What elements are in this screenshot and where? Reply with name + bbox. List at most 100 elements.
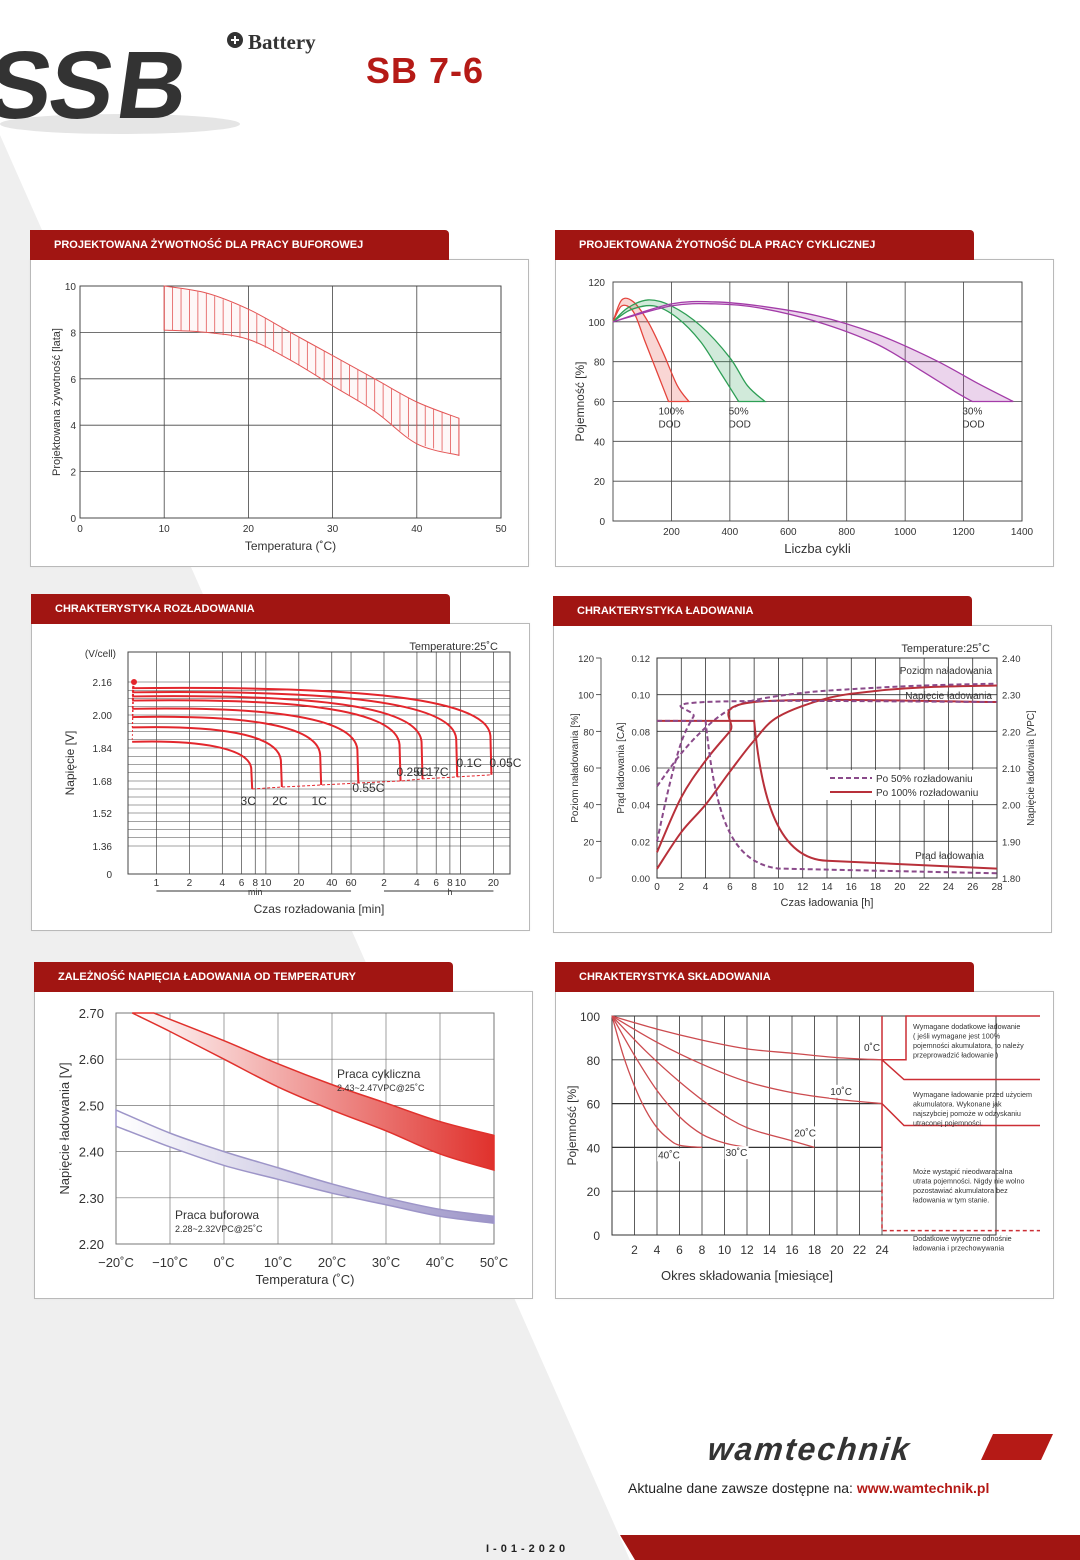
brand-suffix: Battery bbox=[248, 30, 316, 54]
x-tick-label: 20 bbox=[293, 878, 305, 889]
y-axis-label-charge: Poziom naładowania [%] bbox=[570, 713, 581, 823]
storage-note-line: Może wystąpić nieodwaracalna bbox=[913, 1167, 1012, 1176]
x-tick-label: 14 bbox=[763, 1243, 777, 1257]
x-tick-label: −10˚C bbox=[152, 1255, 188, 1270]
discharge-rate-label: 0.55C bbox=[352, 781, 384, 795]
x-tick-label: 18 bbox=[870, 882, 882, 893]
x-tick-label: 400 bbox=[722, 527, 739, 538]
storage-note-line: utraconej pojemności. bbox=[913, 1119, 983, 1128]
y-voltage-tick: 2.00 bbox=[1002, 801, 1021, 812]
y-axis-label: Pojemność [%] bbox=[573, 361, 587, 441]
series-label: 10˚C bbox=[830, 1086, 852, 1098]
footer-info-text: Aktualne dane zawsze dostępne na: bbox=[628, 1480, 853, 1496]
y-tick-label: 60 bbox=[587, 1098, 601, 1112]
x-tick-label: 2 bbox=[187, 878, 193, 889]
y-voltage-tick: 1.90 bbox=[1002, 837, 1021, 848]
x-tick-label: 2 bbox=[631, 1243, 638, 1257]
y-unit-label: (V/cell) bbox=[85, 649, 116, 660]
x-tick-label: −20˚C bbox=[98, 1255, 134, 1270]
y-tick-label: 20 bbox=[587, 1185, 601, 1199]
y-tick-label: 1.36 bbox=[93, 842, 113, 853]
x-tick-label: 4 bbox=[414, 878, 420, 889]
series-label: 50% bbox=[729, 407, 749, 418]
x-tick-label: 10 bbox=[260, 878, 272, 889]
x-tick-label: 6 bbox=[727, 882, 733, 893]
cycle-band-2 bbox=[612, 300, 1014, 403]
discharge-title: CHRAKTERYSTYKA ROZŁADOWANIA bbox=[31, 594, 450, 624]
y-tick-label: 2.40 bbox=[79, 1145, 104, 1160]
series-label: 100% bbox=[659, 407, 685, 418]
wamtechnik-logo: wamtechnik bbox=[708, 1431, 1053, 1466]
y-tick-label: 8 bbox=[70, 328, 76, 339]
y-charge-tick: 100 bbox=[578, 691, 594, 702]
x-tick-label: 28 bbox=[991, 882, 1003, 893]
x-tick-label: 20 bbox=[894, 882, 906, 893]
x-tick-label: 1200 bbox=[952, 527, 975, 538]
float-life-band bbox=[163, 285, 460, 457]
y-tick-label: 0 bbox=[593, 1229, 600, 1243]
y-tick-label: 2.00 bbox=[93, 711, 113, 722]
storage-curve-0 bbox=[611, 1015, 883, 1061]
y-tick-label: 40 bbox=[587, 1141, 601, 1155]
discharge-rate-label: 1C bbox=[311, 794, 327, 808]
plot-frame bbox=[79, 285, 502, 519]
zone-line-3 bbox=[881, 1103, 1040, 1127]
zone-line-2 bbox=[881, 1059, 1040, 1081]
x-axis-label: Czas ładowania [h] bbox=[781, 897, 874, 909]
storage-note-line: ładowania i przechowywania bbox=[913, 1244, 1004, 1253]
plot-frame bbox=[127, 651, 511, 875]
y-charge-tick: 60 bbox=[583, 764, 594, 775]
start-point bbox=[131, 679, 137, 685]
x-tick-label: 24 bbox=[943, 882, 955, 893]
discharge-curve-4 bbox=[132, 699, 402, 782]
x-tick-label: 20 bbox=[488, 878, 500, 889]
x-axis-label: Temperatura (˚C) bbox=[245, 539, 336, 553]
x-tick-label: 6 bbox=[433, 878, 439, 889]
x-tick-label: 10 bbox=[455, 878, 467, 889]
x-axis-label: Temperatura (˚C) bbox=[256, 1272, 355, 1287]
y-tick-label: 20 bbox=[594, 477, 606, 488]
cycle-band-0 bbox=[612, 297, 691, 403]
series-label-float: Praca buforowa bbox=[175, 1208, 259, 1222]
series-label-bg bbox=[863, 1041, 887, 1055]
x-tick-label: 22 bbox=[853, 1243, 867, 1257]
discharge-rate-label: 2C bbox=[272, 794, 288, 808]
series-note-float: 2.28~2.32VPC@25˚C bbox=[175, 1224, 263, 1234]
y-current-tick: 0.10 bbox=[632, 691, 651, 702]
x-tick-label: 60 bbox=[345, 878, 357, 889]
legend-label-50: Po 50% rozładowaniu bbox=[876, 774, 973, 785]
y-current-tick: 0.02 bbox=[632, 837, 651, 848]
y-tick-label: 80 bbox=[594, 358, 606, 369]
svg-text:S: S bbox=[42, 32, 121, 135]
storage-note-line: Dodatkowe wytyczne odnośnie bbox=[913, 1234, 1012, 1243]
charge-level-50 bbox=[656, 682, 998, 787]
wamtechnik-wordmark: wamtechnik bbox=[708, 1431, 913, 1466]
x-tick-label: 8 bbox=[699, 1243, 706, 1257]
x-tick-label: 40 bbox=[411, 524, 423, 535]
curve-label-current: Prąd ładowania bbox=[915, 851, 984, 862]
y-current-tick: 0.00 bbox=[632, 874, 651, 885]
x-tick-label: 8 bbox=[252, 878, 258, 889]
cycle-life-title: PROJEKTOWANA ŻYOTNOŚĆ DLA PRACY CYKLICZN… bbox=[555, 230, 974, 260]
zone-line-1 bbox=[882, 1015, 1040, 1061]
storage-note-line: pozostawiać akumulatora bez bbox=[913, 1186, 1008, 1195]
discharge-chart: 1 2 4 6 8 10 20 40 60 2 4 6 8 10 2001.361.521.681.842.… bbox=[63, 641, 522, 916]
x-tick-label: 4 bbox=[220, 878, 226, 889]
discharge-rate-label: 0.05C bbox=[489, 756, 521, 770]
discharge-rate-label: 0.25C bbox=[397, 765, 429, 779]
footer-link[interactable]: www.wamtechnik.pl bbox=[856, 1480, 990, 1496]
series-label-bg bbox=[724, 1146, 749, 1160]
x-tick-label: 10 bbox=[718, 1243, 732, 1257]
discharge-curve-0 bbox=[132, 740, 254, 790]
y-charge-tick: 80 bbox=[583, 727, 594, 738]
charge-level-100 bbox=[656, 684, 998, 870]
cycle-life-chart: 200 400 600 800 1000 1200 1400 0 20 40 60 80 100 120 1… bbox=[573, 278, 1034, 556]
x-tick-label: 50˚C bbox=[480, 1255, 508, 1270]
storage-note-line: ( jeśli wymagane jest 100% bbox=[913, 1032, 1001, 1041]
y-tick-label: 100 bbox=[580, 1010, 600, 1024]
charge-voltage-temp-panel: −20˚C −10˚C 0˚C 10˚C 20˚C 30˚C 40˚C 50˚C 2.70 2.6… bbox=[34, 991, 533, 1299]
svg-text:B: B bbox=[110, 32, 194, 135]
y-voltage-tick: 2.40 bbox=[1002, 654, 1021, 665]
discharge-curve-2 bbox=[132, 715, 323, 786]
